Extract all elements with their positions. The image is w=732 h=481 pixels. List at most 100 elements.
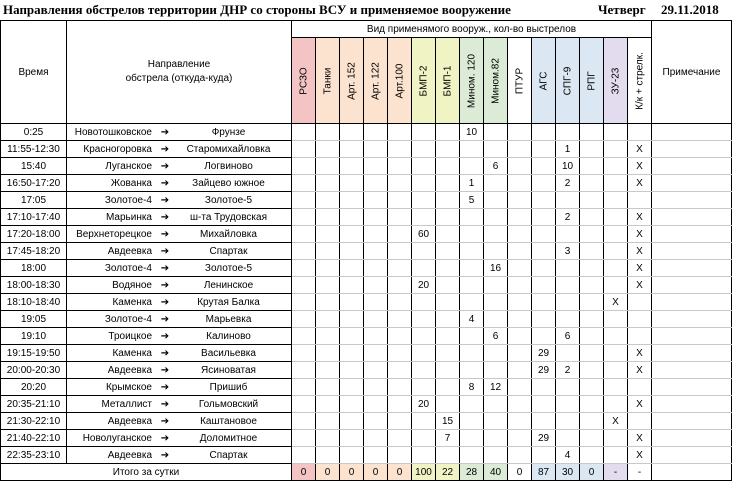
weapon-count-cell — [579, 191, 604, 209]
report-header: Направления обстрелов территории ДНР со … — [0, 0, 732, 20]
weapon-count-cell — [459, 242, 484, 260]
target-label: Каштановое — [200, 415, 257, 427]
weapon-count-cell — [411, 157, 436, 175]
weapon-count-cell — [483, 361, 508, 379]
target-label: Доломитное — [199, 432, 258, 444]
weapon-count-cell — [507, 378, 532, 396]
weapon-count-cell — [291, 446, 316, 464]
shelling-table: Время Направление обстрела (откуда-куда)… — [0, 20, 732, 481]
total-value-cell: 22 — [435, 463, 460, 481]
notes-cell — [651, 344, 732, 362]
table-row: 18:00-18:30 Водяное ➔ Ленинское 20 X — [0, 276, 732, 294]
weapon-count-cell: 29 — [531, 361, 556, 379]
weapon-count-cell — [579, 225, 604, 243]
weapon-count-cell — [363, 191, 388, 209]
report-day: Четверг — [598, 2, 646, 17]
time-cell: 18:00-18:30 — [0, 276, 67, 294]
weapon-count-cell — [603, 276, 628, 294]
weapon-count-cell — [291, 259, 316, 277]
weapon-count-cell — [435, 293, 460, 311]
weapon-count-cell — [603, 225, 628, 243]
arrow-right-icon: ➔ — [160, 177, 170, 189]
weapon-count-cell — [555, 395, 580, 413]
weapon-count-cell: 29 — [531, 429, 556, 447]
time-cell: 0:25 — [0, 123, 67, 141]
direction-cell: Новолуганское ➔ Доломитное — [66, 429, 292, 447]
weapon-header-label: Арт. 122 — [370, 61, 381, 100]
weapon-count-cell — [459, 446, 484, 464]
weapon-count-cell — [339, 174, 364, 192]
weapon-count-cell — [339, 446, 364, 464]
weapon-count-cell — [603, 344, 628, 362]
weapon-count-cell: X — [627, 446, 652, 464]
weapon-count-cell — [339, 208, 364, 226]
total-value-cell: 100 — [411, 463, 436, 481]
target-label: Спартак — [209, 449, 248, 461]
notes-cell — [651, 361, 732, 379]
weapon-count-cell — [411, 412, 436, 430]
weapon-count-cell — [315, 225, 340, 243]
total-value-cell: 0 — [363, 463, 388, 481]
arrow-right-icon: ➔ — [160, 262, 170, 274]
weapon-count-cell — [339, 259, 364, 277]
weapon-count-cell — [435, 259, 460, 277]
weapon-header: Арт. 122 — [363, 37, 388, 124]
weapon-count-cell: 1 — [555, 140, 580, 158]
time-cell: 21:40-22:10 — [0, 429, 67, 447]
weapon-header-label: БМП-2 — [418, 65, 429, 96]
weapon-count-cell — [411, 191, 436, 209]
weapon-count-cell — [507, 446, 532, 464]
direction-cell: Золотое-4 ➔ Золотое-5 — [66, 259, 292, 277]
weapon-count-cell — [483, 208, 508, 226]
weapon-count-cell — [555, 259, 580, 277]
weapon-count-cell — [531, 259, 556, 277]
weapon-count-cell — [363, 123, 388, 141]
weapon-count-cell — [339, 140, 364, 158]
table-row: 21:40-22:10 Новолуганское ➔ Доломитное 7 29 X — [0, 429, 732, 447]
notes-cell — [651, 140, 732, 158]
weapon-header-label: Арт. 152 — [346, 61, 357, 100]
arrow-right-icon: ➔ — [160, 330, 170, 342]
table-row: 17:10-17:40 Марьинка ➔ ш-та Трудовская 2 X — [0, 208, 732, 226]
weapon-count-cell — [531, 446, 556, 464]
weapon-count-cell — [483, 395, 508, 413]
notes-cell — [651, 242, 732, 260]
weapon-count-cell — [483, 429, 508, 447]
weapon-count-cell — [315, 378, 340, 396]
weapon-count-cell — [435, 208, 460, 226]
table-row: 0:25 Новотошковское ➔ Фрунзе 10 — [0, 123, 732, 141]
weapon-header-label: РСЗО — [298, 66, 309, 95]
weapon-count-cell — [579, 327, 604, 345]
weapon-count-cell — [627, 310, 652, 328]
weapon-count-cell — [435, 225, 460, 243]
weapon-count-cell — [483, 140, 508, 158]
weapon-count-cell — [387, 191, 412, 209]
weapon-count-cell — [603, 140, 628, 158]
weapon-count-cell — [507, 140, 532, 158]
weapon-count-cell — [531, 208, 556, 226]
weapon-count-cell: 1 — [459, 174, 484, 192]
weapon-count-cell — [603, 327, 628, 345]
weapon-count-cell — [387, 327, 412, 345]
origin-label: Новолуганское — [82, 432, 152, 444]
weapon-count-cell — [363, 412, 388, 430]
weapon-count-cell — [435, 123, 460, 141]
origin-label: Жованка — [110, 177, 152, 189]
weapon-count-cell — [339, 191, 364, 209]
weapon-count-cell — [339, 123, 364, 141]
weapon-count-cell — [411, 208, 436, 226]
weapon-count-cell: X — [627, 208, 652, 226]
weapon-count-cell: X — [627, 259, 652, 277]
weapon-count-cell — [387, 395, 412, 413]
weapon-count-cell — [507, 174, 532, 192]
weapon-count-cell — [387, 361, 412, 379]
direction-cell: Авдеевка ➔ Ясиноватая — [66, 361, 292, 379]
weapon-count-cell — [315, 395, 340, 413]
weapon-header: РПГ — [579, 37, 604, 124]
weapon-count-cell — [435, 140, 460, 158]
weapon-count-cell — [315, 140, 340, 158]
weapon-count-cell — [315, 123, 340, 141]
weapon-count-cell — [435, 446, 460, 464]
weapon-header-label: ПТУР — [514, 67, 525, 94]
weapon-header-label: К/к + стрелк. — [634, 51, 645, 110]
